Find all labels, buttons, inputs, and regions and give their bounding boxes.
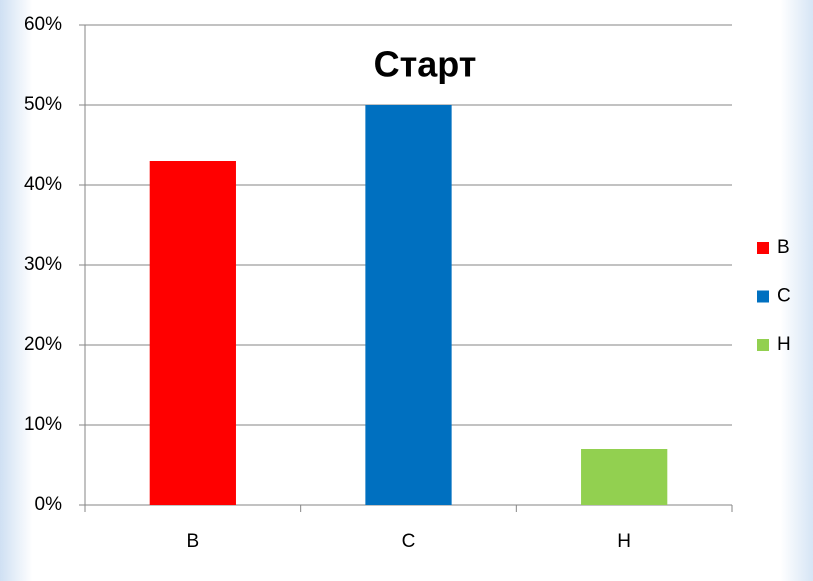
y-tick-label: 30% (24, 254, 62, 275)
legend-swatch (757, 290, 769, 303)
y-tick-label: 40% (24, 174, 62, 195)
x-tick-label: Н (617, 531, 631, 552)
legend-label: В (777, 237, 790, 258)
y-tick-label: 10% (24, 414, 62, 435)
bar (581, 449, 668, 505)
legend-swatch (757, 242, 769, 254)
y-tick-label: 0% (35, 494, 63, 515)
x-tick-label: С (402, 531, 416, 552)
y-tick-label: 20% (24, 334, 62, 355)
y-tick-label: 60% (24, 14, 62, 35)
legend-label: С (777, 286, 791, 307)
legend-swatch (757, 339, 769, 351)
x-tick-label: В (186, 531, 199, 552)
y-tick-label: 50% (24, 94, 62, 115)
chart-title: Старт (374, 44, 477, 85)
bar (365, 105, 452, 505)
bar (149, 161, 236, 505)
legend-label: Н (777, 334, 791, 355)
